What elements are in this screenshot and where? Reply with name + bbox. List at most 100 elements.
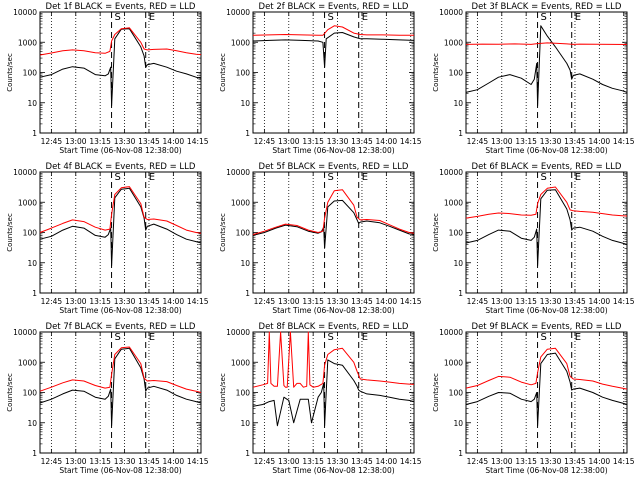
- x-tick-label: 13:30: [327, 457, 349, 466]
- y-axis-label: Counts/sec: [432, 53, 440, 92]
- x-tick-label: 14:00: [376, 457, 398, 466]
- interval-marker-label: E: [575, 332, 581, 343]
- y-tick-label: 100: [23, 229, 38, 238]
- x-axis-label: Start Time (06-Nov-08 12:38:00): [59, 306, 181, 315]
- y-tick-label: 1000: [444, 38, 463, 47]
- y-tick-label: 1: [458, 129, 463, 138]
- x-axis-label: Start Time (06-Nov-08 12:38:00): [272, 306, 394, 315]
- interval-marker-label: S: [115, 12, 121, 23]
- interval-marker-label: E: [149, 12, 155, 23]
- x-tick-label: 13:45: [351, 137, 373, 146]
- y-tick-label: 10: [27, 419, 37, 428]
- x-tick-label: 13:45: [564, 297, 586, 306]
- y-axis-label: Counts/sec: [6, 213, 14, 252]
- panel-title: Det 6f BLACK = Events, RED = LLD: [472, 162, 622, 172]
- y-tick-label: 100: [236, 389, 251, 398]
- x-tick-label: 14:00: [376, 137, 398, 146]
- interval-marker-label: S: [328, 12, 334, 23]
- y-tick-label: 1000: [231, 38, 250, 47]
- y-tick-label: 1: [32, 449, 37, 458]
- y-tick-label: 1000: [18, 198, 37, 207]
- events-series-line: [252, 32, 415, 68]
- x-tick-label: 14:15: [400, 137, 422, 146]
- x-tick-label: 14:15: [400, 297, 422, 306]
- y-tick-label: 10: [240, 99, 250, 108]
- interval-marker-label: S: [328, 332, 334, 343]
- panel-title: Det 2f BLACK = Events, RED = LLD: [259, 2, 409, 12]
- x-tick-label: 14:15: [187, 457, 209, 466]
- panel-title: Det 9f BLACK = Events, RED = LLD: [472, 322, 622, 332]
- x-axis-label: Start Time (06-Nov-08 12:38:00): [272, 466, 394, 475]
- interval-marker-label: E: [149, 172, 155, 183]
- y-tick-label: 1: [32, 289, 37, 298]
- y-tick-label: 10: [27, 259, 37, 268]
- x-tick-label: 13:15: [515, 137, 537, 146]
- x-tick-label: 13:45: [351, 297, 373, 306]
- x-tick-label: 13:30: [114, 137, 136, 146]
- events-series-line: [465, 25, 628, 107]
- x-tick-label: 13:45: [351, 457, 373, 466]
- x-tick-label: 13:15: [515, 457, 537, 466]
- plot-frame: [465, 11, 628, 134]
- x-tick-label: 13:30: [327, 297, 349, 306]
- y-tick-label: 1: [245, 449, 250, 458]
- y-tick-label: 10000: [226, 168, 250, 177]
- x-axis-label: Start Time (06-Nov-08 12:38:00): [59, 466, 181, 475]
- interval-marker-label: S: [115, 172, 121, 183]
- x-tick-label: 12:45: [467, 137, 489, 146]
- x-tick-label: 13:15: [89, 297, 111, 306]
- y-axis-label: Counts/sec: [219, 53, 227, 92]
- x-tick-label: 12:45: [254, 457, 276, 466]
- x-axis-label: Start Time (06-Nov-08 12:38:00): [59, 146, 181, 155]
- x-tick-label: 14:15: [613, 457, 635, 466]
- lld-series-line: [252, 25, 414, 36]
- x-tick-label: 14:00: [163, 457, 185, 466]
- x-tick-label: 13:00: [65, 457, 87, 466]
- x-tick-label: 13:00: [491, 137, 513, 146]
- y-axis-label: Counts/sec: [6, 373, 14, 412]
- lld-series-line: [465, 42, 628, 45]
- lld-series-line: [465, 347, 628, 390]
- y-tick-label: 1: [458, 289, 463, 298]
- y-tick-label: 10: [453, 259, 463, 268]
- x-axis-label: Start Time (06-Nov-08 12:38:00): [272, 146, 394, 155]
- y-tick-label: 1: [458, 449, 463, 458]
- x-tick-label: 13:45: [138, 137, 160, 146]
- events-series-line: [252, 199, 415, 249]
- events-series-line: [39, 347, 202, 427]
- interval-marker-label: E: [362, 12, 368, 23]
- x-tick-label: 13:30: [114, 457, 136, 466]
- x-tick-label: 13:45: [138, 297, 160, 306]
- y-tick-label: 100: [23, 69, 38, 78]
- x-tick-label: 14:00: [163, 137, 185, 146]
- x-tick-label: 13:15: [302, 457, 324, 466]
- y-tick-label: 10000: [439, 8, 463, 17]
- x-tick-label: 14:00: [376, 297, 398, 306]
- interval-marker-label: E: [362, 332, 368, 343]
- y-tick-label: 1000: [18, 358, 37, 367]
- y-tick-label: 10000: [226, 328, 250, 337]
- y-tick-label: 100: [236, 229, 251, 238]
- x-tick-label: 13:00: [278, 457, 300, 466]
- x-tick-label: 14:00: [589, 457, 611, 466]
- x-tick-label: 14:15: [613, 297, 635, 306]
- x-tick-label: 14:00: [589, 297, 611, 306]
- interval-marker-label: S: [328, 172, 334, 183]
- interval-marker-label: E: [362, 172, 368, 183]
- x-tick-label: 13:00: [491, 297, 513, 306]
- events-series-line: [465, 352, 628, 427]
- y-tick-label: 10: [27, 99, 37, 108]
- panel-title: Det 7f BLACK = Events, RED = LLD: [46, 322, 196, 332]
- x-tick-label: 13:00: [278, 297, 300, 306]
- x-tick-label: 12:45: [41, 457, 63, 466]
- x-tick-label: 13:45: [564, 137, 586, 146]
- events-series-line: [252, 359, 415, 427]
- y-tick-label: 1000: [18, 38, 37, 47]
- x-tick-label: 13:30: [540, 297, 562, 306]
- y-tick-label: 100: [449, 389, 464, 398]
- y-tick-label: 100: [449, 69, 464, 78]
- panel-title: Det 8f BLACK = Events, RED = LLD: [259, 322, 409, 332]
